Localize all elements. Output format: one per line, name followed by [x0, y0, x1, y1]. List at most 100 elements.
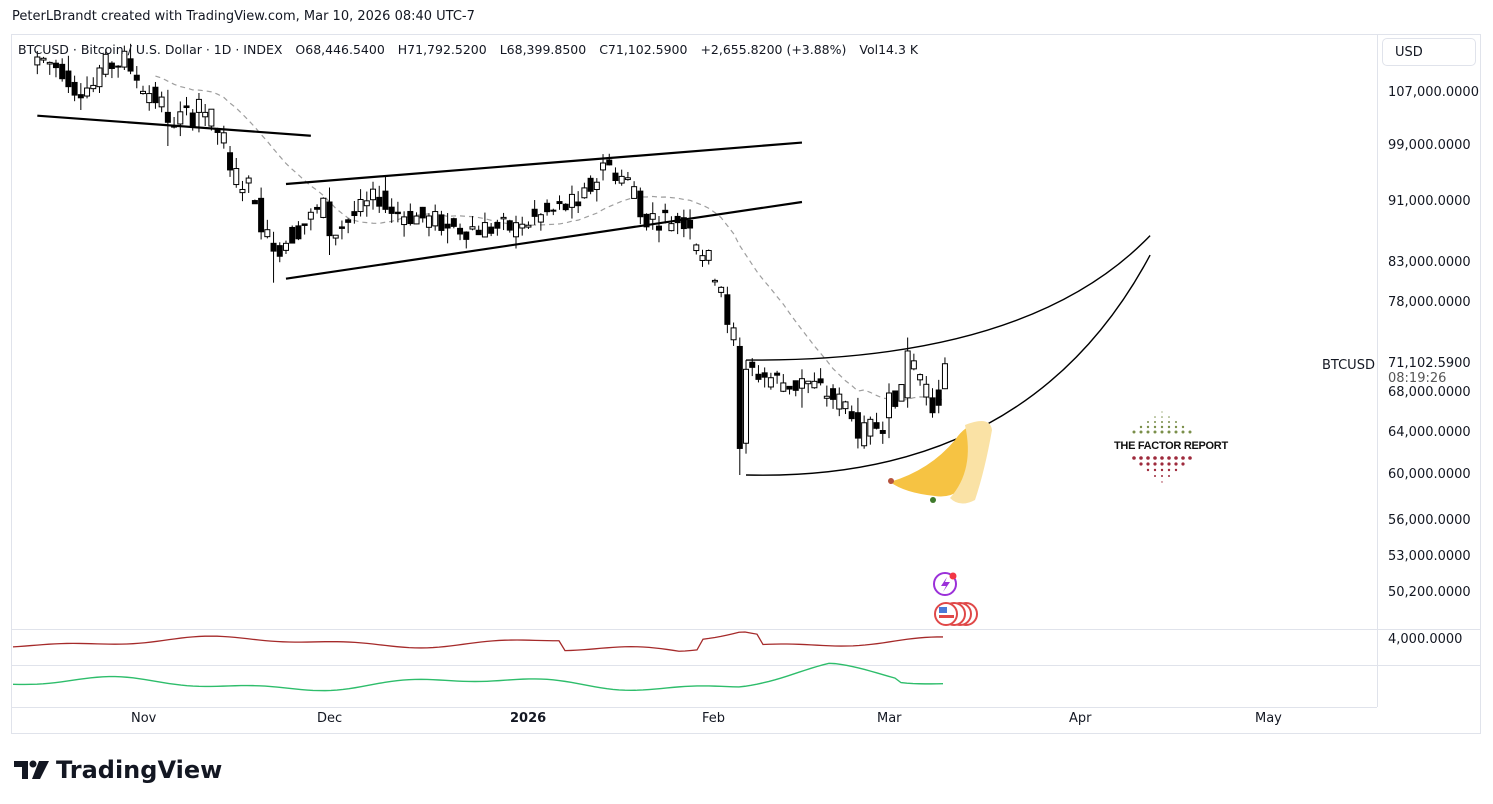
candle-body: [425, 215, 432, 228]
chart-frame: [11, 34, 1481, 734]
candle-body: [724, 294, 731, 325]
candle-body: [183, 105, 190, 109]
candle-body: [152, 86, 159, 104]
price-tick: 91,000.0000: [1388, 194, 1471, 209]
candle-body: [749, 361, 756, 368]
candle-body: [556, 201, 563, 205]
trendline-channel-lower: [285, 200, 803, 280]
candle-body: [668, 223, 675, 232]
candle-body: [941, 363, 948, 390]
pane-separator[interactable]: [12, 629, 1480, 630]
price-tick: 60,000.0000: [1388, 467, 1471, 482]
time-tick: May: [1255, 711, 1282, 726]
candle-body: [854, 412, 861, 439]
candle-body: [276, 245, 283, 257]
currency-button[interactable]: USD: [1382, 38, 1476, 66]
time-axis[interactable]: [12, 707, 1377, 734]
candle-body: [382, 190, 389, 210]
candle-body: [886, 392, 892, 419]
time-tick: Dec: [317, 711, 343, 726]
candle-body: [326, 201, 333, 237]
candle-body: [264, 229, 271, 238]
legend-symbol[interactable]: BTCUSD · Bitcoin / U.S. Dollar · 1D · IN…: [18, 42, 283, 57]
price-tick: 64,000.0000: [1388, 425, 1471, 440]
us-flag-stripe: [939, 615, 954, 618]
candle-body: [481, 222, 488, 238]
banana-tip: [888, 478, 894, 484]
tradingview-logo[interactable]: TradingView: [14, 756, 222, 784]
candle-body: [345, 219, 352, 223]
candle-body: [52, 62, 59, 69]
candle-body: [730, 327, 737, 341]
candle-body: [798, 378, 805, 389]
candle-body: [251, 200, 258, 205]
trendline-channel-upper: [285, 141, 803, 186]
candle-body: [432, 211, 439, 227]
trendline-neckline: [37, 114, 311, 137]
price-tick: 68,000.0000: [1388, 385, 1471, 400]
factor-dots-icon: [1132, 411, 1192, 483]
candle-body: [146, 93, 153, 104]
candle-body: [743, 368, 750, 444]
last-price: 71,102.5900: [1388, 356, 1471, 371]
candle-body: [612, 172, 619, 182]
candle-body: [295, 225, 302, 240]
candle-body: [575, 201, 582, 207]
notification-dot-icon: [949, 572, 957, 580]
legend-low: L68,399.8500: [499, 42, 587, 57]
candle-body: [655, 225, 662, 231]
symbol-price-label: BTCUSD: [1322, 358, 1375, 373]
candle-body: [898, 384, 905, 402]
candle-body: [357, 198, 364, 213]
moving-average-line: [155, 75, 946, 402]
pane-separator[interactable]: [12, 665, 1480, 666]
candle-body: [699, 255, 706, 261]
candle-body: [562, 203, 569, 211]
candle-body: [202, 111, 209, 118]
candle-body: [624, 177, 631, 181]
candle-body: [77, 94, 84, 99]
banana-stem: [930, 497, 936, 503]
trendline-curve-upper: [746, 235, 1151, 361]
candle-body: [910, 360, 917, 370]
candle-body: [413, 215, 420, 225]
candle-body: [320, 197, 327, 218]
candle-body: [923, 383, 930, 398]
tradingview-icon: [14, 760, 49, 779]
legend-close: C71,102.5900: [599, 42, 688, 57]
candle-body: [761, 372, 768, 378]
price-tick: 107,000.0000: [1388, 85, 1479, 100]
candle-body: [774, 372, 781, 376]
candle-body: [805, 380, 812, 385]
candle-body: [525, 224, 532, 228]
candle-body: [736, 345, 743, 449]
us-economic-event-icon: [934, 602, 958, 626]
candle-body: [823, 395, 830, 399]
candle-body: [892, 390, 899, 407]
candle-body: [270, 242, 277, 252]
price-axis[interactable]: [1377, 35, 1481, 707]
candle-body: [450, 218, 457, 227]
candle-body: [227, 152, 234, 171]
candle-body: [935, 389, 942, 406]
candle-body: [792, 380, 799, 391]
candle-body: [873, 422, 880, 429]
candle-body: [506, 220, 513, 231]
bar-countdown: 08:19:26: [1388, 371, 1447, 386]
time-tick: Apr: [1069, 711, 1092, 726]
candle-body: [693, 244, 700, 252]
candle-body: [879, 430, 886, 434]
candle-body: [475, 229, 482, 236]
price-tick: 83,000.0000: [1388, 255, 1471, 270]
chart-credit: PeterLBrandt created with TradingView.co…: [12, 9, 475, 24]
symbol-legend: BTCUSD · Bitcoin / U.S. Dollar · 1D · IN…: [18, 42, 927, 57]
price-tick: 53,000.0000: [1388, 549, 1471, 564]
candle-body: [102, 53, 109, 75]
candle-body: [301, 223, 308, 226]
candle-body: [718, 286, 725, 293]
candle-body: [444, 223, 451, 229]
candle-body: [332, 234, 339, 239]
candle-body: [195, 98, 202, 113]
candle-body: [363, 200, 370, 207]
